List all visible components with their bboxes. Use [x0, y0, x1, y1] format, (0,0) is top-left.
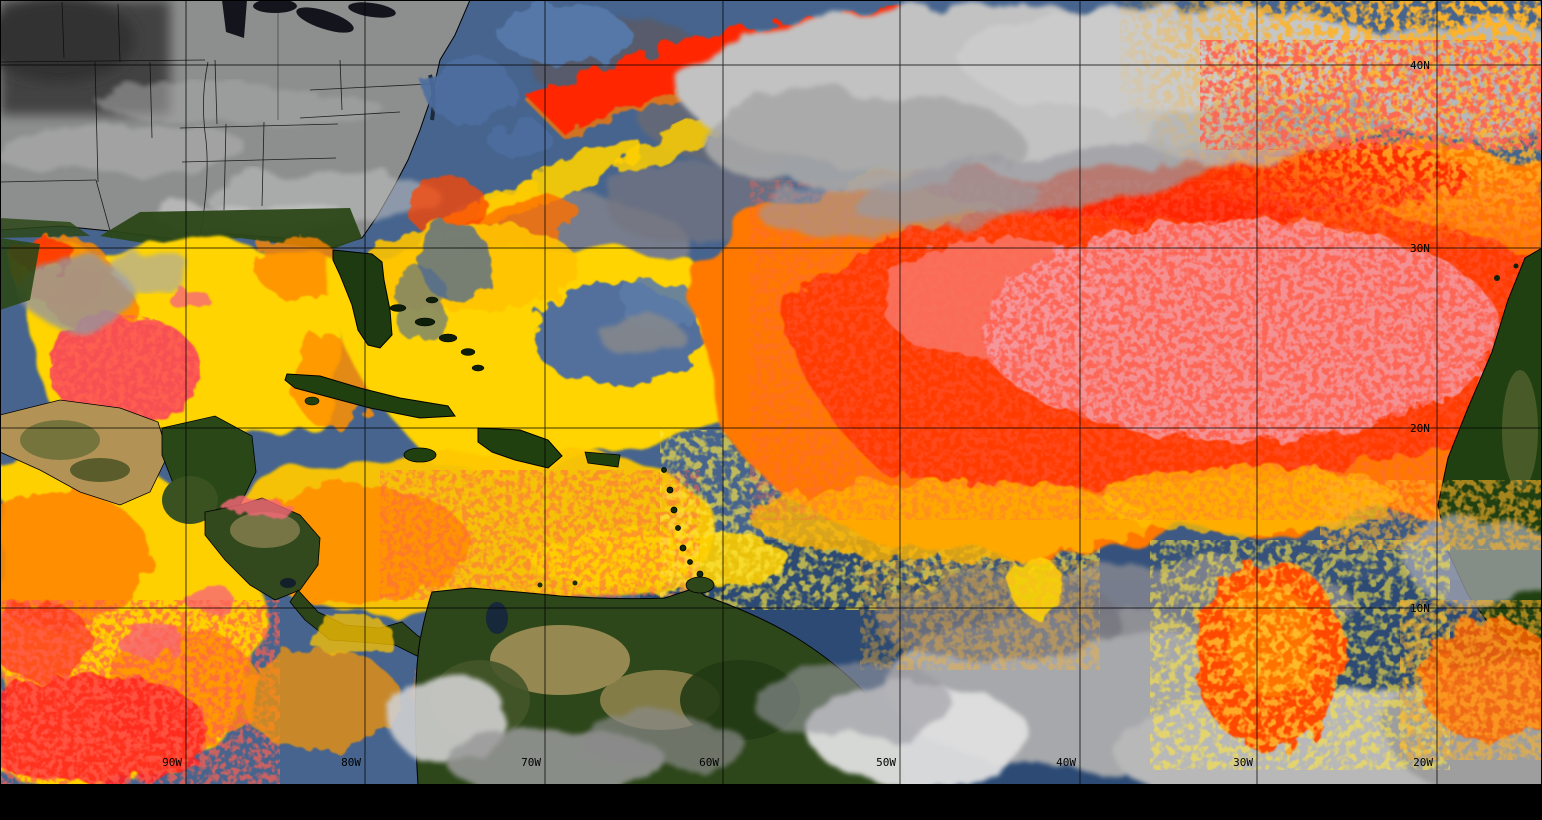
dust-speckle-layer — [860, 0, 1542, 770]
great-lakes — [222, 0, 396, 38]
puerto-rico — [584, 451, 621, 468]
florida — [332, 249, 393, 349]
cuba — [284, 373, 456, 419]
us-landmass — [0, 0, 471, 250]
trinidad — [685, 576, 715, 594]
land-layer — [0, 238, 1542, 786]
bahamas — [389, 296, 485, 372]
hispaniola — [477, 427, 563, 469]
bottom-annotation-bar: LESS <----- DRY AIR (LOW/MID-LEVEL) AND/… — [0, 784, 1542, 820]
state-borders — [0, 0, 431, 239]
graticule-lines — [0, 0, 1542, 785]
lesser-antilles — [661, 467, 704, 578]
jamaica — [403, 447, 437, 463]
